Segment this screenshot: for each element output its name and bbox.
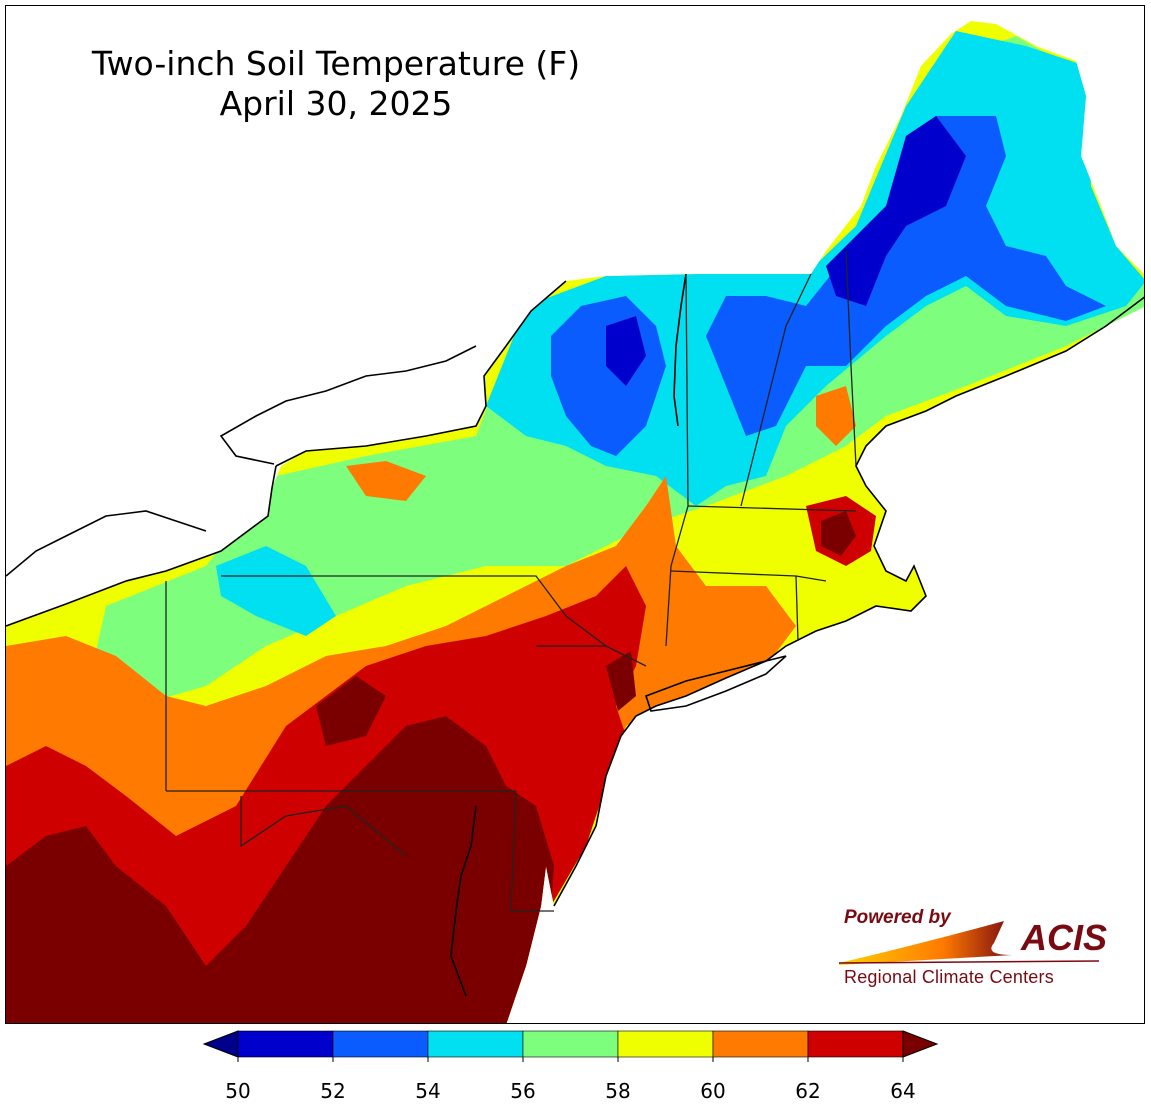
rcc-label: Regional Climate Centers [844, 967, 1054, 987]
ma-north-border [687, 505, 857, 512]
colorbar-tick-label: 60 [700, 1079, 726, 1103]
colorbar-bin [427, 1030, 524, 1058]
lake-erie-north [6, 510, 207, 577]
colorbar-tick-label: 62 [795, 1079, 821, 1103]
temp-region-52-54-maine [706, 116, 1106, 436]
colorbar-bin [332, 1030, 429, 1058]
state-borders [165, 250, 857, 912]
colorbar-bin [522, 1030, 619, 1058]
title-line-1: Two-inch Soil Temperature (F) [91, 44, 581, 83]
colorbar-bin [712, 1030, 809, 1058]
acis-logo: Powered by ACIS Regional Climate Centers [834, 903, 1124, 993]
colorbar [202, 1030, 939, 1062]
lake-ontario-shore [275, 280, 567, 467]
colorbar-bin [807, 1030, 904, 1058]
temp-region-54-56-west [216, 546, 336, 636]
md-wv-border [240, 796, 407, 857]
nj-border [536, 645, 647, 667]
colorbar-bin [617, 1030, 714, 1058]
ny-vt-border [665, 273, 689, 647]
colorbar-tick-label: 54 [415, 1079, 441, 1103]
temp-region-above-64 [6, 716, 554, 1023]
colorbar-tick-label: 64 [890, 1079, 916, 1103]
temp-region-60-62-nh [816, 386, 856, 446]
soil-temperature-map [6, 6, 1144, 1023]
temp-region-above-64-pa [316, 676, 386, 746]
title-line-2: April 30, 2025 [219, 84, 453, 123]
colorbar-tick-label: 58 [605, 1079, 631, 1103]
nh-me-border [845, 250, 857, 467]
colorbar-tick-label: 56 [510, 1079, 536, 1103]
temp-region-50-52-b [606, 316, 646, 386]
md-de-border [510, 790, 554, 912]
temp-region-above-64-nj [606, 651, 636, 711]
long-island [644, 655, 787, 712]
map-title: Two-inch Soil Temperature (F) April 30, … [46, 44, 626, 124]
colorbar-tick-label: 52 [320, 1079, 346, 1103]
colorbar-tick-label: 50 [225, 1079, 251, 1103]
atlantic-coast [553, 296, 1144, 907]
colorbar-above-arrow [902, 1030, 939, 1058]
temp-region-50-52 [826, 116, 966, 306]
colorbar-below-arrow [202, 1030, 239, 1058]
temp-region-above-64-ma [821, 511, 856, 556]
powered-by-label: Powered by [844, 907, 951, 928]
acis-swoosh-icon [838, 921, 1100, 965]
lake-erie-shore [6, 465, 277, 627]
map-panel: Two-inch Soil Temperature (F) April 30, … [5, 5, 1145, 1024]
ct-ri-border [795, 575, 799, 642]
ny-pa-border [221, 575, 607, 647]
chesapeake-bay [450, 805, 477, 997]
acis-wordmark: ACIS [1021, 917, 1108, 958]
temp-region-60-62-ny [346, 461, 426, 501]
lake-champlain [673, 273, 687, 427]
coastlines [6, 273, 1144, 997]
vt-nh-border [740, 273, 812, 507]
colorbar-bin [237, 1030, 334, 1058]
lake-ontario-north [219, 345, 477, 465]
